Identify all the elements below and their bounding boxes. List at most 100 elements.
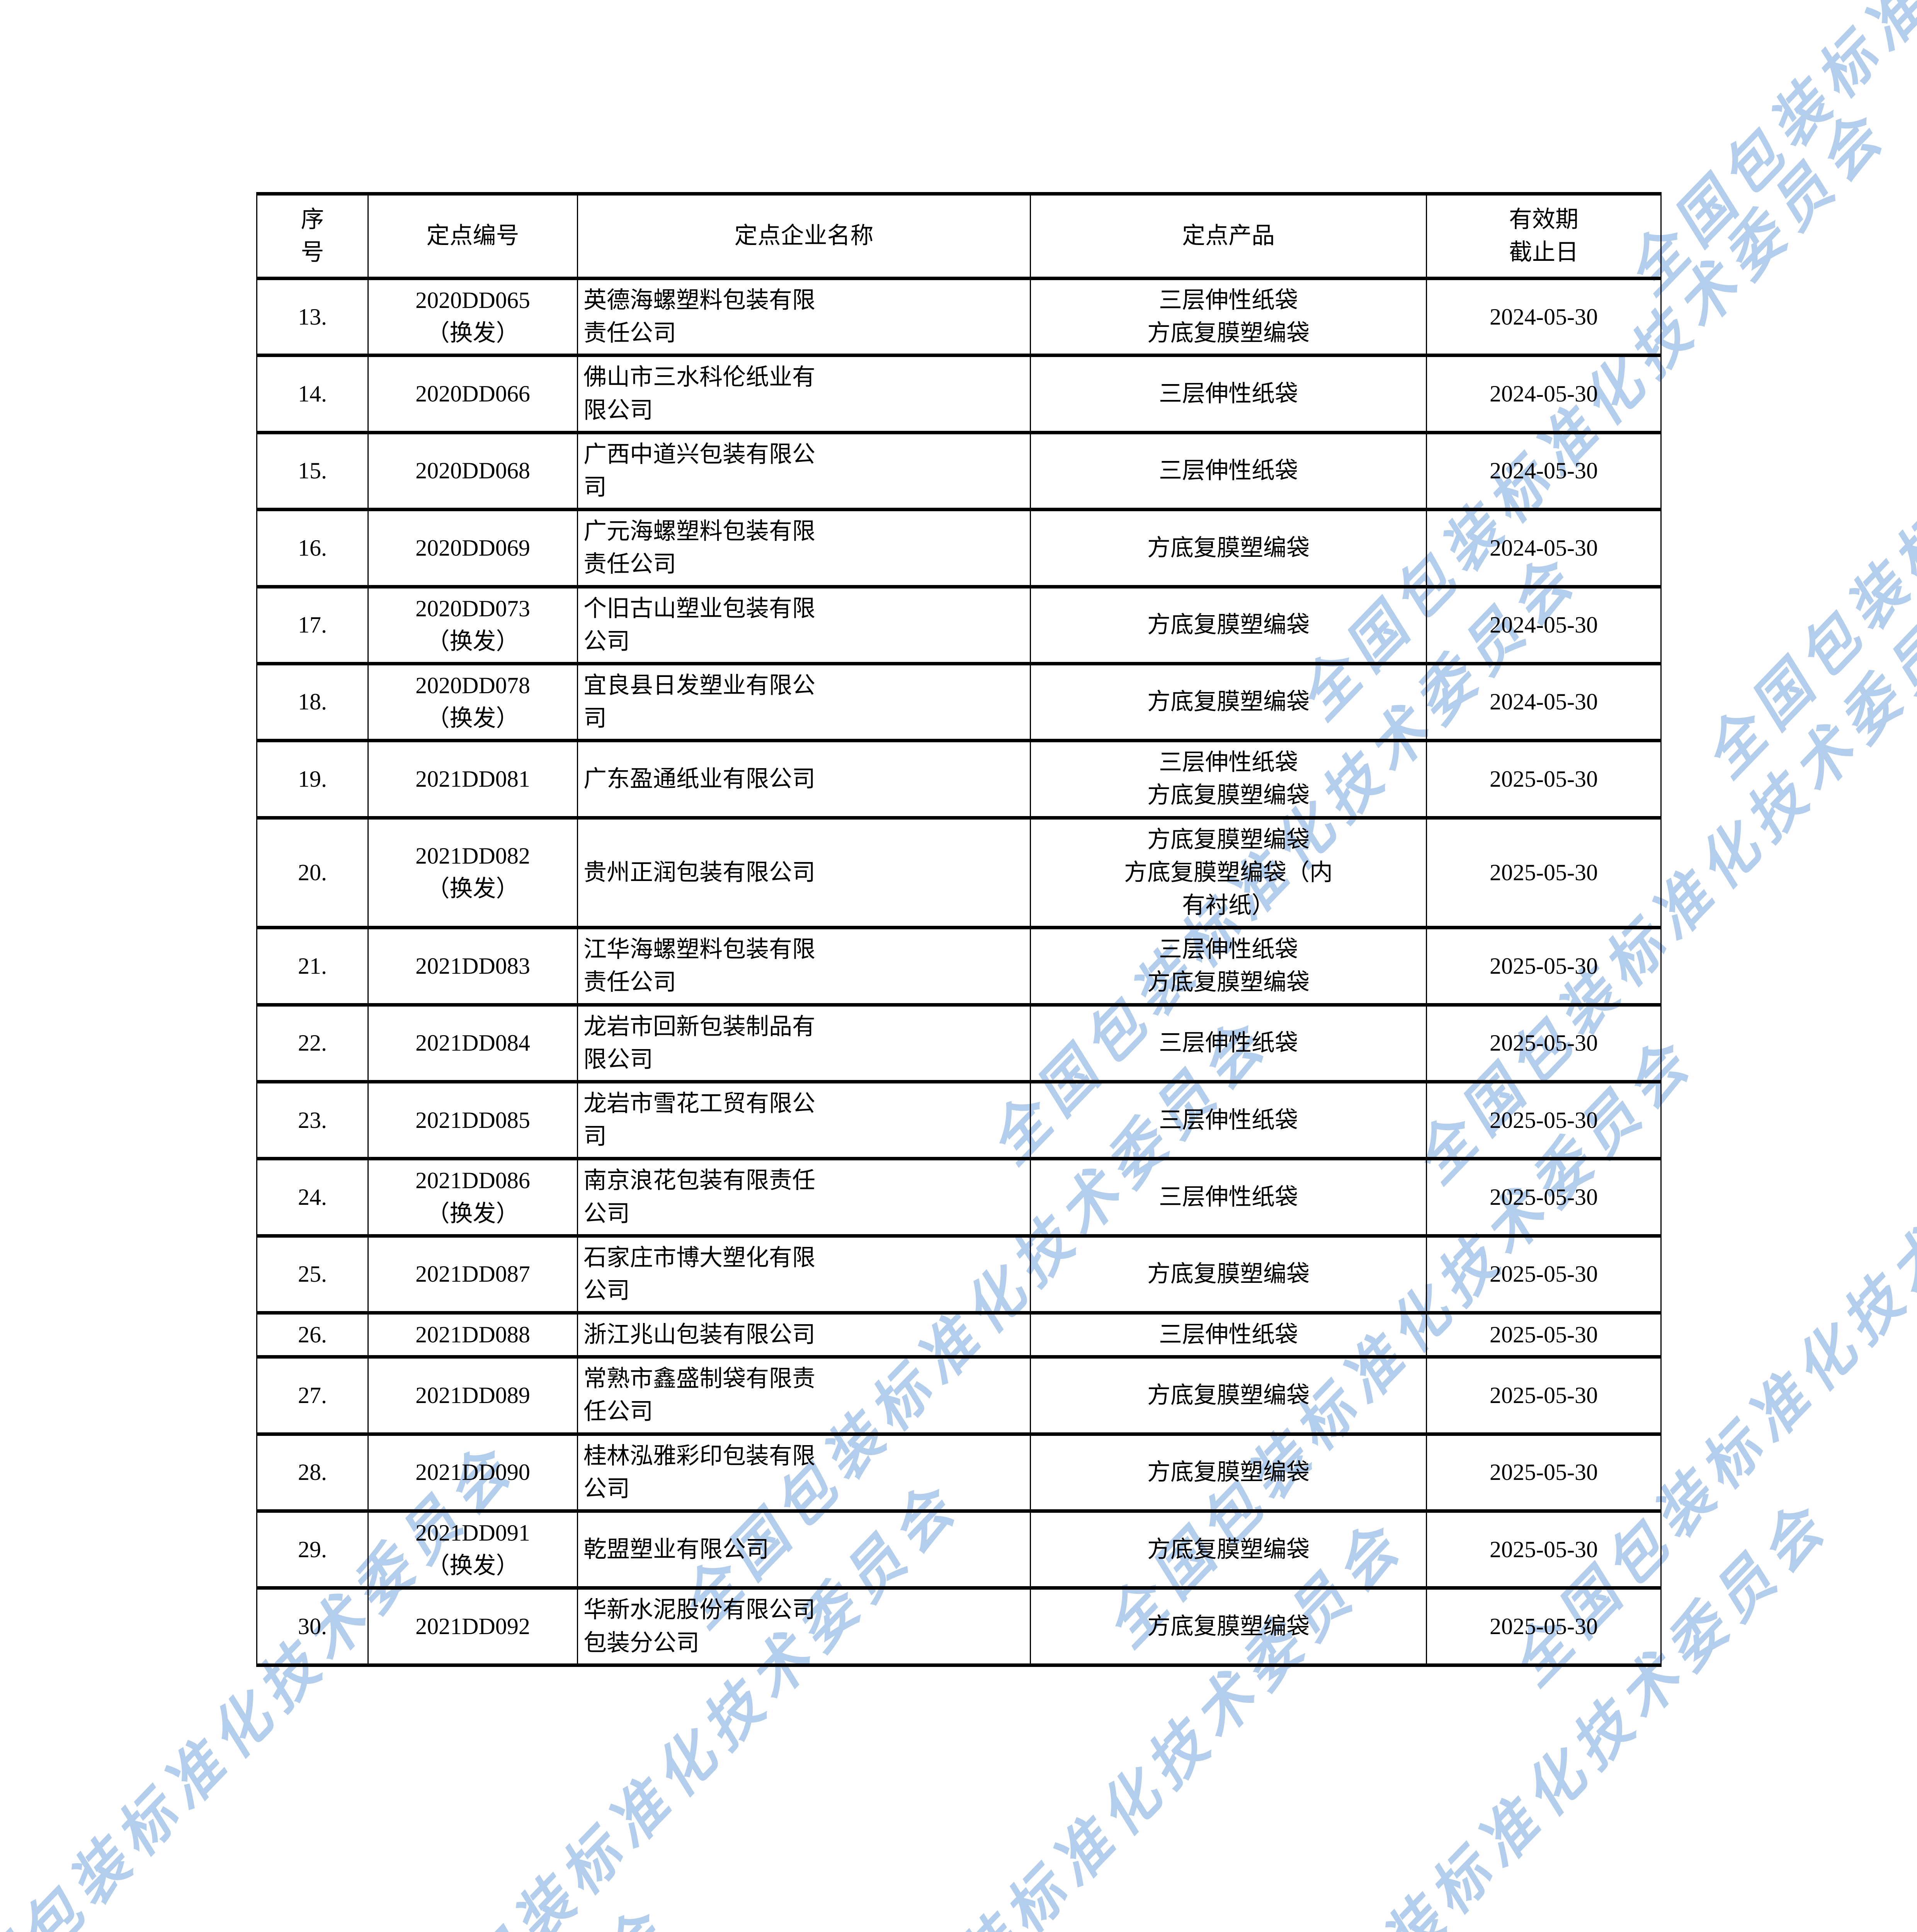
cell-enterprise-name-line: 宜良县日发塑业有限公	[583, 672, 815, 698]
cell-designation-code-line: 2020DD069	[415, 535, 530, 561]
cell-product-line: 三层伸性纸袋	[1159, 287, 1298, 313]
cell-enterprise-name: 龙岩市雪花工贸有限公司	[577, 1081, 1031, 1161]
cell-designation-code-line: 2021DD083	[415, 953, 530, 979]
cell-enterprise-name-line: 公司	[583, 1201, 630, 1226]
cell-expiry-date: 2025-05-30	[1426, 1235, 1662, 1315]
cell-enterprise-name-line: 责任公司	[583, 320, 676, 346]
table-row: 17. 2020DD073 （换发） 个旧古山塑业包装有限 公司 方底复膜塑编袋 2024-…	[256, 586, 1662, 665]
cell-enterprise-name: 宜良县日发塑业有限公司	[577, 663, 1031, 743]
cell-designation-code-line: 2021DD090	[415, 1459, 530, 1485]
cell-sequence: 23.	[256, 1081, 369, 1161]
cell-enterprise-name: 广西中道兴包装有限公司	[577, 432, 1031, 512]
column-header-sequence-line: 序	[301, 206, 324, 232]
cell-enterprise-name-line: 贵州正润包装有限公司	[583, 859, 815, 885]
cell-expiry-date: 2025-05-30	[1426, 1587, 1662, 1667]
cell-product: 方底复膜塑编袋	[1030, 1356, 1427, 1436]
cell-designation-code-line: （换发）	[426, 320, 519, 346]
cell-sequence: 30.	[256, 1587, 369, 1667]
cell-designation-code-line: （换发）	[426, 628, 519, 654]
cell-product-line: 三层伸性纸袋	[1159, 1107, 1298, 1133]
cell-product: 方底复膜塑编袋	[1030, 1510, 1427, 1590]
table-row: 29. 2021DD091 （换发） 乾盟塑业有限公司 方底复膜塑编袋 2025-05-3…	[256, 1510, 1662, 1590]
cell-sequence: 25.	[256, 1235, 369, 1315]
table-row: 18. 2020DD078 （换发） 宜良县日发塑业有限公司 方底复膜塑编袋 2024-0…	[256, 663, 1662, 743]
cell-enterprise-name-line: 公司	[583, 1277, 630, 1303]
cell-expiry-date: 2024-05-30	[1426, 586, 1662, 665]
cell-enterprise-name-line: 广元海螺塑料包装有限	[583, 519, 815, 544]
cell-product: 方底复膜塑编袋	[1030, 586, 1427, 665]
cell-product: 方底复膜塑编袋	[1030, 663, 1427, 743]
cell-enterprise-name: 个旧古山塑业包装有限 公司	[577, 586, 1031, 665]
cell-product-line: 方底复膜塑编袋	[1147, 969, 1310, 995]
cell-sequence: 14.	[256, 355, 369, 434]
cell-expiry-date: 2025-05-30	[1426, 1356, 1662, 1436]
cell-enterprise-name-line: 桂林泓雅彩印包装有限	[583, 1443, 815, 1469]
cell-enterprise-name: 英德海螺塑料包装有限 责任公司	[577, 277, 1031, 357]
cell-designation-code-line: （换发）	[426, 1553, 519, 1579]
cell-product: 三层伸性纸袋 方底复膜塑编袋	[1030, 277, 1427, 357]
cell-sequence: 26.	[256, 1312, 369, 1359]
table-row: 28. 2021DD090 桂林泓雅彩印包装有限 公司 方底复膜塑编袋 2025-05-3…	[256, 1433, 1662, 1513]
cell-designation-code-line: 2020DD066	[415, 381, 530, 406]
cell-enterprise-name-line: 公司	[583, 1476, 630, 1502]
table-row: 21. 2021DD083 江华海螺塑料包装有限 责任公司 三层伸性纸袋 方底复膜塑编袋 2…	[256, 927, 1662, 1007]
cell-designation-code: 2020DD068	[367, 432, 578, 512]
cell-designation-code-line: 2021DD092	[415, 1613, 530, 1639]
cell-enterprise-name: 常熟市鑫盛制袋有限责 任公司	[577, 1356, 1031, 1436]
cell-product: 三层伸性纸袋	[1030, 1158, 1427, 1238]
cell-sequence: 27.	[256, 1356, 369, 1436]
cell-enterprise-name: 浙江兆山包装有限公司	[577, 1312, 1031, 1359]
cell-product-line: 三层伸性纸袋	[1159, 1322, 1298, 1348]
table-row: 19. 2021DD081 广东盈通纸业有限公司 三层伸性纸袋 方底复膜塑编袋 2025-…	[256, 740, 1662, 820]
column-header-code: 定点编号	[367, 192, 578, 280]
cell-enterprise-name-line: 司	[583, 1124, 607, 1150]
cell-product-line: 方底复膜塑编袋	[1147, 320, 1310, 346]
cell-designation-code-line: （换发）	[426, 876, 519, 902]
cell-product: 方底复膜塑编袋	[1030, 1587, 1427, 1667]
table-row: 13. 2020DD065 （换发） 英德海螺塑料包装有限 责任公司 三层伸性纸袋 方底复膜…	[256, 277, 1662, 357]
cell-product-line: 三层伸性纸袋	[1159, 381, 1298, 406]
table-row: 16. 2020DD069 广元海螺塑料包装有限 责任公司 方底复膜塑编袋 2024-05…	[256, 509, 1662, 588]
table-row: 22. 2021DD084 龙岩市回新包装制品有 限公司 三层伸性纸袋 2025-05-3…	[256, 1004, 1662, 1083]
table-row: 24. 2021DD086 （换发） 南京浪花包装有限责任 公司 三层伸性纸袋 2025-0…	[256, 1158, 1662, 1238]
table-row: 23. 2021DD085 龙岩市雪花工贸有限公司 三层伸性纸袋 2025-05-30	[256, 1081, 1662, 1161]
cell-designation-code-line: 2021DD085	[415, 1107, 530, 1133]
cell-expiry-date: 2024-05-30	[1426, 277, 1662, 357]
cell-enterprise-name: 广元海螺塑料包装有限 责任公司	[577, 509, 1031, 588]
cell-enterprise-name-line: 石家庄市博大塑化有限	[583, 1245, 815, 1270]
cell-designation-code-line: 2020DD068	[415, 458, 530, 484]
cell-designation-code-line: 2021DD087	[415, 1261, 530, 1287]
cell-enterprise-name: 广东盈通纸业有限公司	[577, 740, 1031, 820]
cell-sequence: 13.	[256, 277, 369, 357]
watermark-text: 全国包装标准化技术委员会	[1690, 156, 1917, 791]
cell-expiry-date: 2024-05-30	[1426, 355, 1662, 434]
cell-designation-code-line: 2020DD073	[415, 595, 530, 621]
cell-product: 三层伸性纸袋	[1030, 1081, 1427, 1161]
cell-product-line: 三层伸性纸袋	[1159, 937, 1298, 963]
cell-designation-code: 2021DD088	[367, 1312, 578, 1359]
column-header-sequence: 序号	[256, 192, 369, 280]
cell-enterprise-name-line: 龙岩市回新包装制品有	[583, 1014, 815, 1039]
cell-designation-code-line: 2021DD081	[415, 766, 530, 792]
cell-enterprise-name: 华新水泥股份有限公司 包装分公司	[577, 1587, 1031, 1667]
cell-enterprise-name-line: 华新水泥股份有限公司	[583, 1597, 815, 1623]
cell-enterprise-name: 江华海螺塑料包装有限 责任公司	[577, 927, 1031, 1007]
cell-designation-code: 2021DD091 （换发）	[367, 1510, 578, 1590]
cell-product: 方底复膜塑编袋	[1030, 1433, 1427, 1513]
cell-enterprise-name-line: 常熟市鑫盛制袋有限责	[583, 1366, 815, 1392]
cell-enterprise-name-line: 乾盟塑业有限公司	[583, 1536, 769, 1562]
table-row: 26. 2021DD088 浙江兆山包装有限公司 三层伸性纸袋 2025-05-30	[256, 1312, 1662, 1359]
column-header-expiry-date: 有效期 截止日	[1426, 192, 1662, 280]
cell-product-line: 方底复膜塑编袋	[1147, 1613, 1310, 1639]
cell-designation-code: 2020DD065 （换发）	[367, 277, 578, 357]
cell-product: 三层伸性纸袋	[1030, 1312, 1427, 1359]
cell-product-line: 方底复膜塑编袋	[1147, 1459, 1310, 1485]
cell-product-line: 三层伸性纸袋	[1159, 458, 1298, 484]
cell-expiry-date: 2025-05-30	[1426, 1510, 1662, 1590]
cell-sequence: 29.	[256, 1510, 369, 1590]
cell-designation-code: 2021DD092	[367, 1587, 578, 1667]
cell-enterprise-name: 贵州正润包装有限公司	[577, 817, 1031, 930]
cell-designation-code-line: 2021DD088	[415, 1322, 530, 1348]
cell-enterprise-name-line: 公司	[583, 628, 630, 654]
designated-enterprises-table: 序号 定点编号 定点企业名称 定点产品 有效期 截止日 13. 2020DD065 （…	[256, 192, 1662, 1667]
